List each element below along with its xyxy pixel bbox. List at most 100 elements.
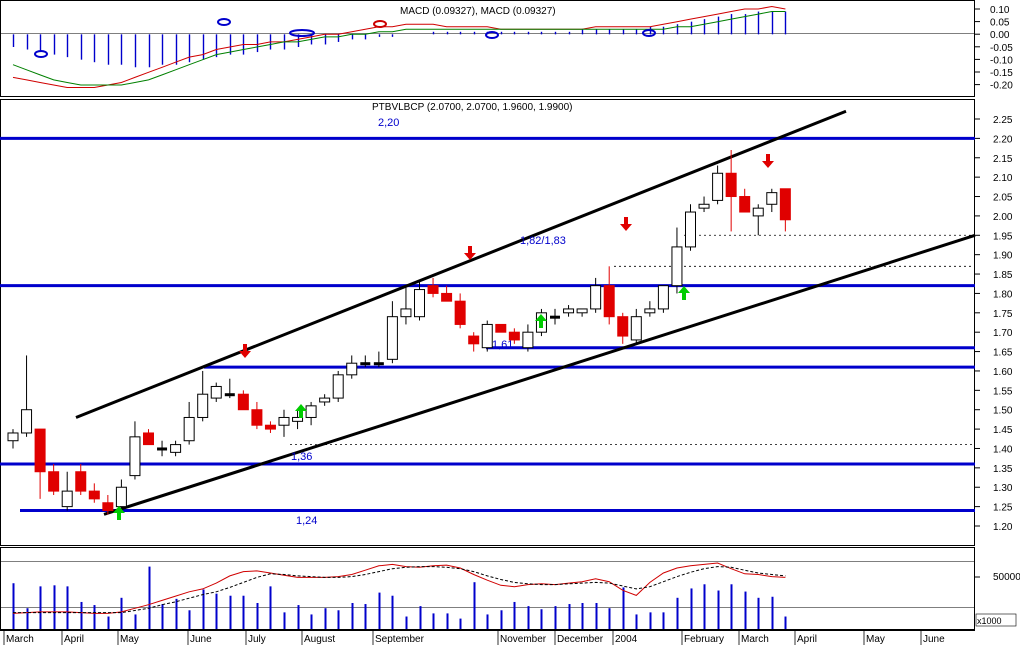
candle	[183, 401, 195, 445]
candle-body	[414, 289, 425, 318]
volume-unit-box	[975, 613, 1017, 627]
x-tick-label: February	[684, 634, 724, 645]
candle	[712, 165, 724, 205]
macd-marker-icon	[373, 20, 387, 28]
volume-bars	[12, 566, 787, 629]
x-tick-label: June	[190, 634, 212, 645]
candle	[61, 471, 73, 511]
macd-tick-label: -0.15	[990, 68, 1013, 79]
candle	[224, 378, 235, 399]
macd-histogram	[12, 11, 787, 68]
buy-arrow-icon	[113, 506, 125, 520]
macd-tick-label: 0.00	[990, 30, 1010, 41]
candle-body	[725, 172, 737, 198]
candle	[657, 285, 669, 313]
price-tick-label: 1.45	[993, 425, 1013, 436]
candle	[617, 312, 629, 344]
candle-body	[224, 393, 235, 397]
candle-body	[671, 246, 683, 287]
candle	[157, 440, 168, 457]
volume-panel-frame	[0, 547, 975, 630]
buy-arrow-icon	[678, 286, 690, 300]
candle	[129, 421, 141, 480]
x-tick-label: December	[557, 634, 604, 645]
candle	[332, 370, 344, 402]
candle-body	[197, 393, 209, 418]
candle	[495, 323, 507, 333]
candle-body	[319, 397, 331, 403]
candle-body	[550, 315, 560, 319]
candle-body	[739, 196, 751, 213]
price-tick-label: 1.75	[993, 309, 1013, 320]
x-tick-label: April	[64, 634, 84, 645]
macd-signal-line	[12, 11, 786, 86]
candle	[292, 409, 304, 430]
price-tick-label: 2.00	[993, 212, 1013, 223]
candle	[779, 188, 791, 232]
price-tick-label: 1.30	[993, 483, 1013, 494]
candle-body	[34, 428, 46, 473]
candle	[739, 188, 751, 213]
candle	[630, 308, 642, 344]
macd-marker-icon	[642, 29, 656, 37]
x-axis: March April May June July August September Nove…	[3, 630, 945, 645]
panel-frames	[0, 0, 975, 631]
candle-body	[48, 471, 60, 492]
candle	[671, 227, 683, 294]
y-axis: 0.10 0.050.00 -0.05-0.10 -0.15 -0.20 2.25 2.20…	[975, 5, 1013, 533]
buy-arrow-icon	[535, 314, 547, 328]
candle-body	[75, 471, 87, 492]
candle-body	[373, 362, 384, 366]
candle	[278, 409, 290, 437]
macd-markers	[34, 18, 656, 58]
candle-body	[292, 416, 304, 422]
sell-arrow-icon	[464, 246, 476, 260]
candle-body	[644, 308, 656, 314]
candle-body	[481, 323, 493, 349]
candle-body	[143, 432, 154, 446]
candle-body	[454, 300, 466, 325]
candle-body	[779, 188, 791, 221]
x-tick-label: 2004	[615, 634, 638, 645]
x-tick-label: May	[866, 634, 885, 645]
candle-body	[441, 292, 453, 302]
sell-arrow-icon	[239, 344, 251, 358]
price-tick-label: 1.55	[993, 386, 1013, 397]
macd-marker-icon	[217, 18, 231, 26]
x-tick-label: June	[923, 634, 945, 645]
x-tick-label: May	[120, 634, 139, 645]
candles	[7, 150, 791, 515]
macd-marker-icon	[485, 31, 499, 39]
price-tick-label: 1.60	[993, 367, 1013, 378]
buy-arrow-icon	[295, 404, 307, 418]
macd-tick-label: -0.05	[990, 43, 1013, 54]
candle-body	[712, 172, 724, 201]
price-tick-label: 2.15	[993, 154, 1013, 165]
candle	[522, 324, 534, 352]
channel-lower-line	[103, 233, 976, 516]
price-panel-frame	[0, 99, 975, 546]
candle	[210, 382, 222, 402]
candle-body	[522, 331, 534, 349]
candle-body	[630, 316, 642, 341]
candle-body	[400, 308, 412, 318]
level-label: 1,61	[492, 339, 513, 351]
candle	[360, 355, 371, 368]
candle-body	[210, 385, 222, 399]
candle-body	[237, 393, 249, 411]
candle	[7, 429, 19, 449]
candle-body	[332, 374, 344, 399]
level-label: 1,82/1,83	[520, 235, 566, 247]
macd-marker-icon	[34, 50, 48, 58]
price-tick-label: 2.05	[993, 193, 1013, 204]
candle	[115, 479, 127, 511]
candle-body	[563, 308, 575, 314]
candle	[170, 440, 182, 457]
macd-tick-label: -0.10	[990, 55, 1013, 66]
candle-body	[576, 308, 588, 314]
candle-body	[88, 490, 100, 500]
candle-body	[360, 362, 371, 366]
stochastic-k-line	[12, 562, 786, 614]
price-tick-label: 1.65	[993, 348, 1013, 359]
